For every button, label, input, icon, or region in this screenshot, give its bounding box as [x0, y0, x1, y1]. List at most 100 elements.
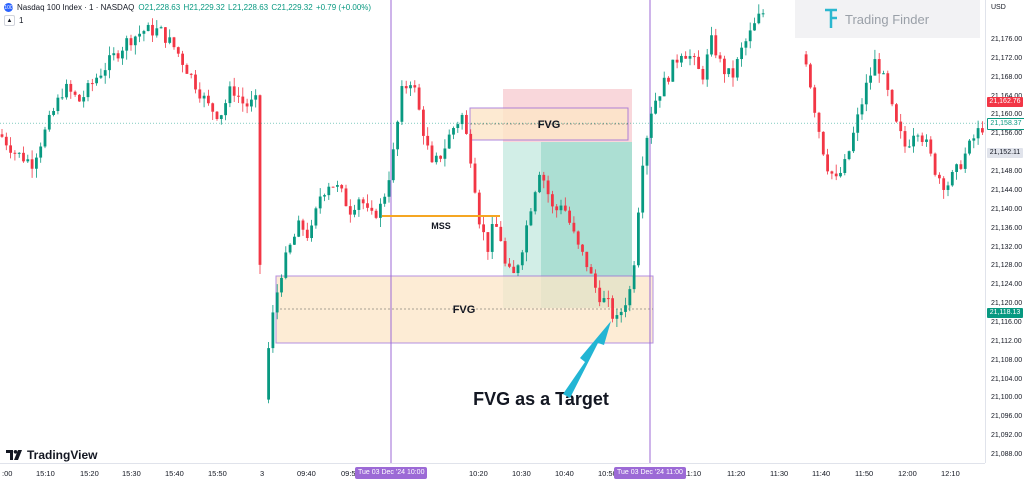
bear-candle: [439, 155, 442, 159]
bull-candle: [671, 59, 675, 82]
bull-candle: [624, 305, 627, 312]
bull-candle: [275, 292, 279, 313]
time-tick: 15:40: [165, 469, 184, 478]
bear-candle: [817, 112, 821, 132]
bull-candle: [383, 196, 387, 204]
bull-candle: [658, 96, 662, 101]
price-tick: 21,108.00: [991, 356, 1023, 364]
bull-candle: [254, 95, 258, 100]
bear-candle: [232, 86, 236, 96]
chevron-up-icon[interactable]: ▲: [4, 15, 15, 26]
price-chart[interactable]: FVG FVG MSS FVG as a Target: [0, 0, 985, 463]
bull-candle: [288, 244, 292, 253]
bear-candle: [9, 145, 12, 153]
bear-candle: [417, 87, 421, 110]
bull-candle: [99, 75, 103, 78]
bear-candle: [938, 174, 941, 179]
bull-candle: [490, 223, 494, 252]
bear-candle: [701, 68, 705, 80]
bear-candle: [821, 131, 825, 155]
bear-candle: [890, 89, 894, 105]
bear-candle: [198, 89, 202, 99]
bull-candle: [138, 33, 141, 37]
bull-candle: [39, 146, 43, 158]
bull-candle: [35, 157, 38, 169]
bull-candle: [757, 13, 761, 24]
bear-candle: [486, 232, 490, 252]
price-tick: 21,124.00: [991, 281, 1023, 289]
bull-candle: [250, 99, 253, 107]
bull-candle: [955, 164, 958, 172]
trading-finder-name: Trading Finder: [845, 11, 930, 27]
bull-candle: [529, 211, 533, 226]
bear-candle: [563, 205, 567, 211]
bear-candle: [331, 186, 335, 188]
price-axis[interactable]: USD 21,176.00 21,172.00 21,168.00 21,164.00…: [985, 0, 1024, 463]
mss-label: MSS: [431, 221, 451, 231]
bull-candle: [267, 348, 270, 400]
bull-candle: [224, 103, 227, 116]
price-tick: 21,128.00: [991, 262, 1023, 270]
bear-candle: [667, 77, 670, 82]
price-tick: 21,168.00: [991, 73, 1023, 81]
price-tick: 21,136.00: [991, 224, 1023, 232]
bear-candle: [809, 64, 812, 88]
bear-candle: [340, 185, 344, 189]
bear-candle: [830, 171, 834, 174]
bull-candle: [641, 165, 645, 213]
bull-candle: [293, 236, 296, 245]
bear-candle: [611, 298, 614, 319]
bull-candle: [409, 85, 412, 89]
bear-candle: [585, 251, 589, 268]
bull-candle: [869, 75, 872, 83]
time-tick: 10:30: [512, 469, 531, 478]
bull-candle: [628, 289, 632, 306]
high-value: H21,229.32: [183, 3, 225, 12]
bear-candle: [465, 114, 468, 134]
bear-candle: [981, 128, 984, 133]
bear-candle: [404, 86, 408, 89]
price-tick: 21,104.00: [991, 375, 1023, 383]
time-marker: Tue 03 Dec '24 10:00: [355, 467, 428, 479]
price-tick: 21,144.00: [991, 186, 1023, 194]
bear-candle: [813, 87, 817, 113]
change-value: +0.79 (+0.00%): [315, 3, 372, 12]
bear-candle: [258, 95, 262, 265]
bear-candle: [959, 164, 963, 169]
bull-candle: [387, 180, 391, 197]
tradingview-logo[interactable]: TradingView: [6, 448, 97, 462]
bull-candle: [310, 225, 313, 239]
bull-candle: [946, 185, 950, 190]
bull-candle: [761, 13, 765, 15]
bear-candle: [606, 298, 610, 300]
price-tick: 21,176.00: [991, 36, 1023, 43]
symbol-title[interactable]: Nasdaq 100 Index · 1 · NASDAQ: [17, 3, 135, 12]
bear-candle: [0, 134, 4, 137]
bull-candle: [916, 135, 920, 137]
indicator-toggle[interactable]: ▲ 1: [4, 15, 23, 26]
time-axis[interactable]: :00 15:10 15:20 15:30 15:40 15:50 3 09:40 09:50 1…: [0, 463, 985, 482]
nasdaq-logo-icon: 100: [4, 3, 13, 12]
bear-candle: [348, 206, 352, 215]
lower-fvg-label: FVG: [453, 304, 476, 316]
time-tick: :00: [2, 469, 13, 478]
bull-candle: [447, 134, 451, 149]
bear-candle: [903, 131, 907, 147]
bear-candle: [804, 54, 808, 65]
bull-candle: [680, 55, 683, 63]
bear-candle: [13, 152, 17, 154]
price-badge: 21,118.13: [987, 307, 1023, 318]
price-badge: 21,158.37: [987, 118, 1024, 131]
bear-candle: [546, 180, 550, 195]
price-tick: 21,160.00: [991, 111, 1023, 119]
price-tick: 21,096.00: [991, 413, 1023, 421]
bull-candle: [434, 155, 438, 163]
bull-candle: [649, 113, 653, 138]
upper-fvg-label: FVG: [538, 119, 561, 131]
time-tick: 11:30: [770, 469, 789, 478]
bear-candle: [477, 192, 481, 225]
time-tick: 11:40: [812, 469, 831, 478]
time-tick: 10:40: [555, 469, 574, 478]
bear-candle: [129, 38, 133, 46]
bear-candle: [426, 135, 430, 146]
